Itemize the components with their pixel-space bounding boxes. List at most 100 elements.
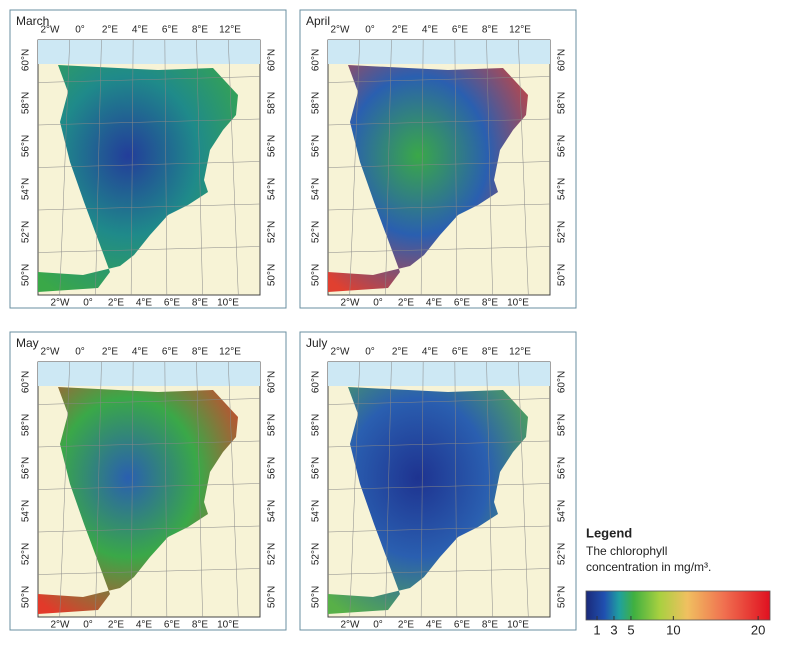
latitude-label: 50°N: [557, 264, 568, 286]
longitude-label: 4°E: [422, 347, 439, 358]
longitude-label: 2°E: [392, 25, 409, 36]
longitude-label: 10°E: [507, 620, 529, 631]
graticule: [37, 203, 261, 211]
latitude-label: 56°N: [21, 457, 32, 479]
graticule: [327, 483, 551, 490]
longitude-label: 0°: [83, 298, 93, 309]
sky-area: [38, 362, 260, 386]
longitude-label: 8°E: [192, 620, 209, 631]
longitude-label: 6°E: [454, 298, 471, 309]
colorbar-tick-label: 20: [751, 622, 765, 637]
graticule: [37, 161, 261, 168]
panel-title: May: [16, 336, 39, 350]
longitude-label: 8°E: [482, 620, 499, 631]
graticule: [349, 361, 360, 618]
latitude-label: 60°N: [311, 49, 322, 71]
colorbar-tick-label: 10: [666, 622, 680, 637]
longitude-label: 8°E: [192, 25, 209, 36]
graticule: [37, 398, 261, 405]
latitude-label: 52°N: [311, 543, 322, 565]
latitude-label: 58°N: [557, 414, 568, 436]
latitude-label: 54°N: [267, 500, 278, 522]
longitude-label: 12°E: [219, 25, 241, 36]
latitude-label: 54°N: [557, 178, 568, 200]
sky-area: [328, 362, 550, 386]
longitude-label: 2°W: [41, 347, 61, 358]
longitude-label: 12°E: [509, 347, 531, 358]
graticule: [327, 568, 551, 575]
longitude-label: 6°E: [164, 620, 181, 631]
longitude-label: 0°: [365, 347, 375, 358]
longitude-label: 2°W: [341, 298, 361, 309]
longitude-label: 6°E: [452, 25, 469, 36]
map-panel: July 2°W 0° 2°E 4°E 6°E 8°E 12°E 2°W 0° 2°E 4°E 6°E 8…: [299, 331, 577, 631]
graticule: [196, 361, 203, 618]
latitude-label: 52°N: [311, 221, 322, 243]
graticule: [59, 361, 70, 618]
graticule: [37, 440, 261, 448]
longitude-label: 2°E: [398, 298, 415, 309]
graticule: [518, 39, 529, 296]
longitude-label: 4°E: [136, 298, 153, 309]
latitude-label: 56°N: [557, 135, 568, 157]
longitude-label: 8°E: [482, 298, 499, 309]
graticule: [95, 361, 102, 618]
longitude-label: 2°W: [341, 620, 361, 631]
latitude-label: 56°N: [311, 135, 322, 157]
longitude-label: 6°E: [162, 25, 179, 36]
graticule: [327, 118, 551, 126]
map: [327, 39, 551, 296]
graticule: [37, 118, 261, 126]
longitude-label: 10°E: [507, 298, 529, 309]
graticule: [228, 361, 239, 618]
latitude-label: 54°N: [557, 500, 568, 522]
latitude-label: 50°N: [557, 586, 568, 608]
graticule: [37, 525, 261, 533]
longitude-label: 0°: [373, 298, 383, 309]
latitude-label: 60°N: [557, 371, 568, 393]
latitude-label: 58°N: [267, 92, 278, 114]
latitude-label: 54°N: [21, 500, 32, 522]
longitude-label: 0°: [75, 347, 85, 358]
latitude-label: 50°N: [21, 264, 32, 286]
sea-chlorophyll: [38, 65, 238, 292]
graticule: [228, 39, 239, 296]
latitude-label: 52°N: [267, 543, 278, 565]
sea-chlorophyll: [328, 387, 528, 614]
graticule: [327, 525, 551, 533]
longitude-label: 4°E: [132, 25, 149, 36]
latitude-label: 58°N: [311, 92, 322, 114]
latitude-label: 54°N: [267, 178, 278, 200]
latitude-label: 56°N: [267, 457, 278, 479]
latitude-label: 52°N: [557, 543, 568, 565]
latitude-label: 60°N: [311, 371, 322, 393]
latitude-label: 58°N: [21, 414, 32, 436]
latitude-label: 60°N: [267, 49, 278, 71]
sky-area: [328, 40, 550, 64]
graticule: [130, 39, 134, 296]
sky-area: [38, 40, 260, 64]
latitude-label: 54°N: [311, 178, 322, 200]
colorbar-tick-label: 5: [627, 622, 634, 637]
longitude-label: 8°E: [482, 347, 499, 358]
map: [37, 39, 261, 296]
graticule: [486, 39, 493, 296]
map: [37, 361, 261, 618]
longitude-label: 10°E: [217, 620, 239, 631]
latitude-label: 50°N: [311, 264, 322, 286]
panel-title: March: [16, 14, 49, 28]
longitude-label: 2°E: [108, 298, 125, 309]
longitude-label: 4°E: [426, 298, 443, 309]
graticule: [327, 203, 551, 211]
longitude-label: 6°E: [162, 347, 179, 358]
latitude-label: 60°N: [21, 49, 32, 71]
longitude-label: 6°E: [454, 620, 471, 631]
graticule: [37, 246, 261, 253]
legend-title: Legend: [586, 525, 632, 540]
latitude-label: 50°N: [267, 586, 278, 608]
colorbar: [585, 590, 771, 621]
